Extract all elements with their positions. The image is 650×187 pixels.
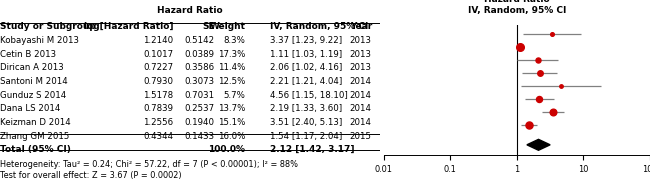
- Text: 3.37 [1.23, 9.22]: 3.37 [1.23, 9.22]: [270, 36, 342, 45]
- Text: 2013: 2013: [350, 36, 372, 45]
- Text: 2014: 2014: [350, 91, 372, 100]
- Text: log[Hazard Ratio]: log[Hazard Ratio]: [83, 22, 173, 31]
- Text: SE: SE: [202, 22, 215, 31]
- Text: Cetin B 2013: Cetin B 2013: [0, 50, 56, 59]
- Text: Hazard Ratio: Hazard Ratio: [157, 6, 223, 15]
- Text: 2.12 [1.42, 3.17]: 2.12 [1.42, 3.17]: [270, 145, 354, 154]
- Text: Zhang GM 2015: Zhang GM 2015: [0, 132, 70, 141]
- Text: 0.2537: 0.2537: [185, 104, 215, 113]
- Text: 2013: 2013: [350, 50, 372, 59]
- Text: 0.3073: 0.3073: [185, 77, 215, 86]
- Text: Year: Year: [350, 22, 372, 31]
- Text: 12.5%: 12.5%: [218, 77, 245, 86]
- Text: Santoni M 2014: Santoni M 2014: [0, 77, 68, 86]
- Text: 0.5142: 0.5142: [185, 36, 215, 45]
- Text: 2013: 2013: [350, 63, 372, 72]
- Text: 0.0389: 0.0389: [185, 50, 215, 59]
- Text: 1.54 [1.17, 2.04]: 1.54 [1.17, 2.04]: [270, 132, 343, 141]
- Text: Keizman D 2014: Keizman D 2014: [0, 118, 71, 127]
- Text: Dana LS 2014: Dana LS 2014: [0, 104, 60, 113]
- Text: 8.3%: 8.3%: [224, 36, 245, 45]
- Text: 0.7930: 0.7930: [143, 77, 173, 86]
- Text: 0.7031: 0.7031: [185, 91, 215, 100]
- Text: 3.51 [2.40, 5.13]: 3.51 [2.40, 5.13]: [270, 118, 343, 127]
- Text: IV, Random, 95% CI: IV, Random, 95% CI: [270, 22, 369, 31]
- Text: 0.7227: 0.7227: [143, 63, 173, 72]
- Text: 0.7839: 0.7839: [143, 104, 173, 113]
- Text: Dirican A 2013: Dirican A 2013: [0, 63, 64, 72]
- Text: Heterogeneity: Tau² = 0.24; Chi² = 57.22, df = 7 (P < 0.00001); I² = 88%: Heterogeneity: Tau² = 0.24; Chi² = 57.22…: [0, 160, 298, 169]
- Text: 2014: 2014: [350, 118, 372, 127]
- Text: Test for overall effect: Z = 3.67 (P = 0.0002): Test for overall effect: Z = 3.67 (P = 0…: [0, 171, 181, 180]
- Text: 4.56 [1.15, 18.10]: 4.56 [1.15, 18.10]: [270, 91, 348, 100]
- Text: 0.1940: 0.1940: [185, 118, 215, 127]
- Text: 5.7%: 5.7%: [224, 91, 245, 100]
- Text: 2015: 2015: [350, 132, 372, 141]
- Text: 2.06 [1.02, 4.16]: 2.06 [1.02, 4.16]: [270, 63, 343, 72]
- Text: Total (95% CI): Total (95% CI): [0, 145, 71, 154]
- Text: 2014: 2014: [350, 104, 372, 113]
- Text: 15.1%: 15.1%: [218, 118, 245, 127]
- Text: 2.21 [1.21, 4.04]: 2.21 [1.21, 4.04]: [270, 77, 343, 86]
- Text: 2014: 2014: [350, 77, 372, 86]
- Text: 13.7%: 13.7%: [218, 104, 245, 113]
- Text: 1.2140: 1.2140: [143, 36, 173, 45]
- Text: 17.3%: 17.3%: [218, 50, 245, 59]
- Text: 1.5178: 1.5178: [143, 91, 173, 100]
- Text: Gunduz S 2014: Gunduz S 2014: [0, 91, 66, 100]
- Text: Study or Subgroup: Study or Subgroup: [0, 22, 96, 31]
- Polygon shape: [527, 139, 550, 150]
- Text: 0.1433: 0.1433: [185, 132, 215, 141]
- Text: 0.4344: 0.4344: [143, 132, 173, 141]
- Text: 16.0%: 16.0%: [218, 132, 245, 141]
- Text: 1.2556: 1.2556: [143, 118, 173, 127]
- Text: 0.1017: 0.1017: [143, 50, 173, 59]
- Text: 2.19 [1.33, 3.60]: 2.19 [1.33, 3.60]: [270, 104, 342, 113]
- Text: Kobayashi M 2013: Kobayashi M 2013: [0, 36, 79, 45]
- Text: 100.0%: 100.0%: [208, 145, 245, 154]
- Text: 0.3586: 0.3586: [185, 63, 215, 72]
- Text: Weight: Weight: [209, 22, 245, 31]
- Text: Hazard Ratio
IV, Random, 95% CI: Hazard Ratio IV, Random, 95% CI: [467, 0, 566, 15]
- Text: 11.4%: 11.4%: [218, 63, 245, 72]
- Text: 1.11 [1.03, 1.19]: 1.11 [1.03, 1.19]: [270, 50, 342, 59]
